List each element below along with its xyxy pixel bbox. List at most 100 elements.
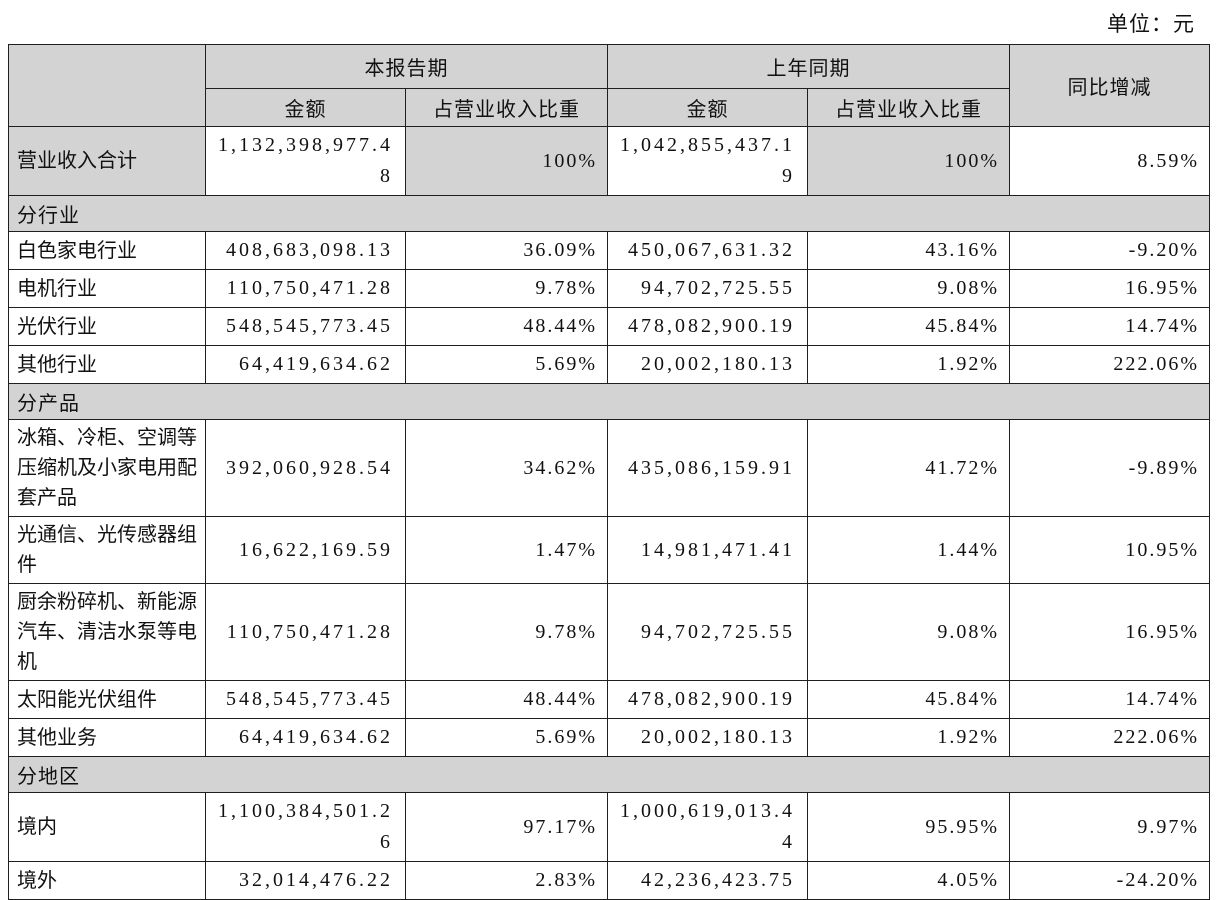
current-ratio-cell: 5.69% (405, 345, 608, 384)
prior-ratio-cell: 45.84% (807, 307, 1010, 346)
row-label-cell: 其他业务 (8, 718, 206, 757)
table-row: 境内 1,100,384,501.26 97.17% 1,000,619,013.44… (8, 792, 1210, 862)
row-label-cell: 厨余粉碎机、新能源汽车、清洁水泵等电机 (8, 583, 206, 681)
yoy-change-cell: -24.20% (1009, 861, 1210, 900)
prior-amount-cell: 1,042,855,437.19 (607, 126, 808, 196)
prior-amount-cell: 94,702,725.55 (607, 583, 808, 681)
table-row: 营业收入合计 1,132,398,977.48 100% 1,042,855,437.… (8, 126, 1210, 196)
yoy-change-cell: 10.95% (1009, 516, 1210, 584)
current-ratio-cell: 100% (405, 126, 608, 196)
table-row: 光通信、光传感器组件 16,622,169.59 1.47% 14,981,471.4… (8, 516, 1210, 584)
table-row: 厨余粉碎机、新能源汽车、清洁水泵等电机 110,750,471.28 9.78% 94… (8, 583, 1210, 681)
current-amount-cell: 64,419,634.62 (205, 718, 406, 757)
header-yoy-change: 同比增减 (1009, 44, 1210, 127)
revenue-breakdown-table: 本报告期 上年同期 同比增减 金额 占营业收入比重 金额 占营业收入比重 营业收… (8, 44, 1210, 900)
prior-ratio-cell: 9.08% (807, 269, 1010, 308)
current-amount-cell: 408,683,098.13 (205, 231, 406, 270)
current-amount-cell: 392,060,928.54 (205, 419, 406, 517)
table-row: 分行业 (8, 195, 1210, 232)
current-ratio-cell: 97.17% (405, 792, 608, 862)
yoy-change-cell: 16.95% (1009, 269, 1210, 308)
current-ratio-cell: 34.62% (405, 419, 608, 517)
yoy-change-cell: 8.59% (1009, 126, 1210, 196)
row-label-cell: 营业收入合计 (8, 126, 206, 196)
prior-ratio-cell: 1.92% (807, 718, 1010, 757)
yoy-change-cell: 222.06% (1009, 345, 1210, 384)
prior-ratio-cell: 45.84% (807, 680, 1010, 719)
prior-ratio-cell: 4.05% (807, 861, 1010, 900)
row-label-cell: 电机行业 (8, 269, 206, 308)
table-header: 本报告期 上年同期 同比增减 金额 占营业收入比重 金额 占营业收入比重 (8, 44, 1210, 127)
current-amount-cell: 548,545,773.45 (205, 307, 406, 346)
table-body: 营业收入合计 1,132,398,977.48 100% 1,042,855,437.… (8, 126, 1210, 900)
prior-ratio-cell: 9.08% (807, 583, 1010, 681)
yoy-change-cell: 222.06% (1009, 718, 1210, 757)
yoy-change-cell: -9.89% (1009, 419, 1210, 517)
current-ratio-cell: 5.69% (405, 718, 608, 757)
current-ratio-cell: 36.09% (405, 231, 608, 270)
header-current-period: 本报告期 (205, 44, 608, 89)
yoy-change-cell: 16.95% (1009, 583, 1210, 681)
header-ratio-current: 占营业收入比重 (405, 88, 608, 127)
prior-ratio-cell: 1.92% (807, 345, 1010, 384)
current-amount-cell: 64,419,634.62 (205, 345, 406, 384)
prior-ratio-cell: 1.44% (807, 516, 1010, 584)
prior-amount-cell: 20,002,180.13 (607, 345, 808, 384)
header-ratio-prior: 占营业收入比重 (807, 88, 1010, 127)
prior-amount-cell: 435,086,159.91 (607, 419, 808, 517)
prior-amount-cell: 42,236,423.75 (607, 861, 808, 900)
corner-empty-cell (8, 44, 206, 127)
prior-ratio-cell: 41.72% (807, 419, 1010, 517)
row-label-cell: 光通信、光传感器组件 (8, 516, 206, 584)
header-prior-period: 上年同期 (607, 44, 1010, 89)
table-row: 白色家电行业 408,683,098.13 36.09% 450,067,631.32… (8, 231, 1210, 270)
table-row: 其他业务 64,419,634.62 5.69% 20,002,180.13 1.92%… (8, 718, 1210, 757)
row-label-cell: 光伏行业 (8, 307, 206, 346)
prior-amount-cell: 478,082,900.19 (607, 680, 808, 719)
table-row: 太阳能光伏组件 548,545,773.45 48.44% 478,082,900.1… (8, 680, 1210, 719)
header-amount-prior: 金额 (607, 88, 808, 127)
row-label-cell: 白色家电行业 (8, 231, 206, 270)
unit-label: 单位：元 (1107, 12, 1195, 36)
yoy-change-cell: 9.97% (1009, 792, 1210, 862)
current-ratio-cell: 2.83% (405, 861, 608, 900)
current-ratio-cell: 9.78% (405, 583, 608, 681)
current-ratio-cell: 1.47% (405, 516, 608, 584)
current-amount-cell: 110,750,471.28 (205, 269, 406, 308)
section-label-cell: 分地区 (8, 756, 1210, 793)
prior-amount-cell: 94,702,725.55 (607, 269, 808, 308)
header-row-periods: 本报告期 上年同期 同比增减 (8, 44, 1210, 127)
current-ratio-cell: 48.44% (405, 680, 608, 719)
current-ratio-cell: 9.78% (405, 269, 608, 308)
prior-amount-cell: 450,067,631.32 (607, 231, 808, 270)
header-row-columns: 金额 占营业收入比重 金额 占营业收入比重 (9, 88, 1210, 127)
current-amount-cell: 1,100,384,501.26 (205, 792, 406, 862)
prior-ratio-cell: 100% (807, 126, 1010, 196)
current-amount-cell: 110,750,471.28 (205, 583, 406, 681)
row-label-cell: 太阳能光伏组件 (8, 680, 206, 719)
row-label-cell: 其他行业 (8, 345, 206, 384)
current-amount-cell: 16,622,169.59 (205, 516, 406, 584)
table-row: 分地区 (8, 756, 1210, 793)
table-row: 光伏行业 548,545,773.45 48.44% 478,082,900.19 45… (8, 307, 1210, 346)
prior-ratio-cell: 43.16% (807, 231, 1010, 270)
header-amount-current: 金额 (205, 88, 406, 127)
section-label-cell: 分行业 (8, 195, 1210, 232)
row-label-cell: 境外 (8, 861, 206, 900)
yoy-change-cell: 14.74% (1009, 680, 1210, 719)
prior-amount-cell: 478,082,900.19 (607, 307, 808, 346)
current-amount-cell: 548,545,773.45 (205, 680, 406, 719)
row-label-cell: 境内 (8, 792, 206, 862)
row-label-cell: 冰箱、冷柜、空调等压缩机及小家电用配套产品 (8, 419, 206, 517)
table-row: 分产品 (8, 383, 1210, 420)
yoy-change-cell: -9.20% (1009, 231, 1210, 270)
prior-amount-cell: 1,000,619,013.44 (607, 792, 808, 862)
prior-ratio-cell: 95.95% (807, 792, 1010, 862)
prior-amount-cell: 20,002,180.13 (607, 718, 808, 757)
current-ratio-cell: 48.44% (405, 307, 608, 346)
section-label-cell: 分产品 (8, 383, 1210, 420)
report-page: 单位：元 本报告期 上年同期 同比增减 金额 占营业收入比重 金额 占营业收入比… (8, 12, 1210, 900)
yoy-change-cell: 14.74% (1009, 307, 1210, 346)
current-amount-cell: 1,132,398,977.48 (205, 126, 406, 196)
table-row: 境外 32,014,476.22 2.83% 42,236,423.75 4.05% -2… (8, 861, 1210, 900)
